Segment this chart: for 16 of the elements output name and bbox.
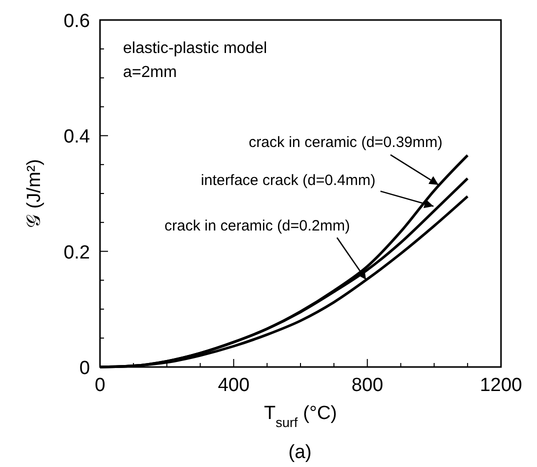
x-tick-label: 0: [94, 375, 106, 396]
x-tick-label: 400: [218, 375, 250, 396]
annotation: crack in ceramic (d=0.2mm): [164, 218, 350, 235]
y-tick-label: 0.6: [64, 11, 90, 32]
text: (a): [288, 442, 312, 463]
y-tick-label: 0: [79, 358, 90, 379]
annotation: crack in ceramic (d=0.39mm): [248, 134, 443, 151]
x-tick-label: 800: [351, 375, 384, 396]
y-tick-label: 0.2: [64, 242, 90, 264]
x-axis-title: T$_{surf}$ (°C): [264, 403, 338, 430]
annotation: elastic-plastic model: [123, 40, 268, 57]
y-tick-label: 0.4: [64, 126, 90, 148]
annotation: interface crack (d=0.4mm): [200, 172, 376, 190]
y-axis-title: 𝒢 (J/m²): [24, 159, 45, 228]
x-tick-label: 1200: [480, 375, 522, 396]
annotation: a=2mm: [123, 64, 177, 81]
